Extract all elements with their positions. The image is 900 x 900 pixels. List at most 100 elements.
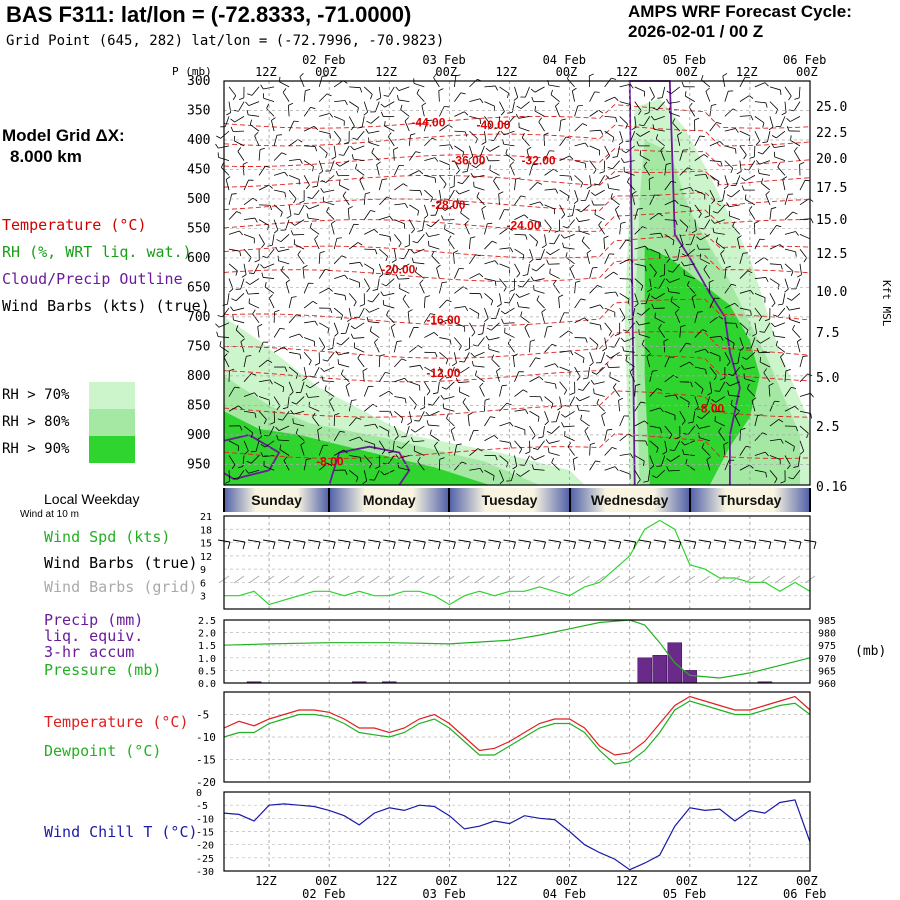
wind-barb-flag [289, 391, 294, 396]
wind-barb-flag [680, 261, 685, 267]
wind-barb-flag [605, 175, 610, 180]
wind-barb [703, 269, 711, 279]
wind-barb-flag [741, 177, 746, 182]
wind-barb [529, 341, 531, 353]
wind-barb-flag [675, 436, 681, 440]
wind-barb-flag [752, 333, 757, 337]
temperature-contour [223, 354, 811, 383]
bottom-hour-label: 12Z [616, 874, 638, 888]
wind-barb-flag [671, 180, 677, 183]
wind-barb-flag [417, 345, 423, 349]
wind-barb-flag [268, 184, 273, 189]
wind-barb-flag [635, 383, 641, 386]
wind-barb [469, 467, 481, 471]
wind-barb [334, 100, 346, 103]
surface-wind-barb [743, 539, 756, 543]
wind-barb-flag [302, 264, 308, 268]
wind-barb [754, 116, 765, 124]
wind-barb-flag [589, 73, 594, 77]
wind-barb-flag [264, 282, 267, 288]
height-axis-title: Kft MSL [880, 280, 893, 327]
wind-barb-flag [782, 176, 788, 180]
wind-barb [589, 267, 593, 279]
wind-barb [754, 432, 763, 442]
wind-barb-flag [704, 215, 710, 218]
wind-barb [499, 101, 505, 112]
wind-barb-flag [525, 234, 528, 240]
grid-wind-barb [654, 575, 666, 584]
wind-barb [416, 93, 425, 102]
wind-barb-flag [654, 312, 656, 318]
wind-barb-flag [302, 377, 307, 381]
wind-barb-flag [570, 392, 575, 396]
wind-barb [263, 277, 275, 279]
wind-barb-flag [512, 465, 518, 470]
wind-barb-flag [681, 81, 685, 87]
wind-barb-flag [446, 413, 449, 419]
wind-barb [371, 152, 380, 161]
wind-barb [790, 140, 801, 147]
wind-barb-flag [638, 124, 644, 127]
surface-wind-barb [713, 539, 726, 543]
wind-barb-flag [479, 382, 484, 387]
wind-barb [469, 307, 480, 315]
weekday-divider [448, 488, 451, 512]
wind-barb-flag [344, 100, 348, 106]
wind-barb-flag [312, 300, 318, 305]
wind-barb [559, 366, 570, 372]
wind-barb-flag [522, 254, 525, 260]
wind-barb [293, 233, 305, 236]
wind-barb-flag [561, 414, 566, 418]
wind-barb [549, 273, 560, 279]
wind-barb-flag [644, 245, 649, 251]
wind-barb [739, 253, 744, 264]
wind-barb-flag [515, 113, 520, 119]
wind-barb [363, 455, 372, 464]
wind-barb-flag [276, 134, 282, 136]
wind-barb-flag [792, 211, 798, 215]
wind-barb-flag [659, 407, 664, 413]
wind-barb-flag [368, 463, 372, 469]
wind-barb [674, 312, 681, 323]
wind-barb-flag [681, 420, 686, 425]
wind-barb [424, 332, 435, 338]
wind-barb-flag [327, 348, 333, 350]
wind-barb [363, 86, 373, 95]
weekday-wednesday: Wednesday [569, 488, 690, 512]
wind-barb [454, 160, 460, 171]
wind-barb-flag [781, 112, 787, 116]
windchill-line [223, 799, 811, 871]
bottom-hour-label: 12Z [495, 874, 517, 888]
wind-barb [534, 110, 545, 117]
surface-wind-barb [533, 539, 546, 543]
wind-barb-flag [601, 412, 606, 416]
pressure-tick-label: 700 [187, 310, 210, 325]
wind-barb [703, 219, 711, 230]
wind-barb-flag [539, 222, 542, 228]
wind-barb-flag [650, 96, 655, 101]
wind-barb [739, 446, 747, 456]
wind-barbs-grid-label: Wind Barbs (grid) [44, 578, 198, 596]
wind-barb [574, 142, 586, 147]
wind-barb [387, 136, 395, 147]
wind-barb-flag [635, 320, 640, 326]
weekday-divider [328, 488, 331, 512]
wind-barb [345, 385, 350, 397]
wind-barb [526, 149, 530, 161]
wind-barb-flag [379, 354, 385, 357]
wind-barb-flag [410, 249, 415, 254]
grid-wind-barb [699, 575, 711, 584]
wind-barb [439, 106, 445, 117]
wind-barb [580, 204, 590, 213]
wind-barb [668, 291, 680, 294]
wind-barb-flag [331, 156, 337, 160]
wind-barb-flag [526, 146, 532, 151]
wind-barb-flag [582, 377, 588, 380]
wind-barb [544, 396, 554, 404]
wind-barb [669, 112, 680, 117]
wind-barb [514, 86, 519, 98]
bottom-hour-label: 12Z [255, 874, 277, 888]
wind-barb-flag [650, 115, 655, 121]
wind-barb [454, 337, 462, 347]
wind-barb-flag [470, 352, 475, 357]
